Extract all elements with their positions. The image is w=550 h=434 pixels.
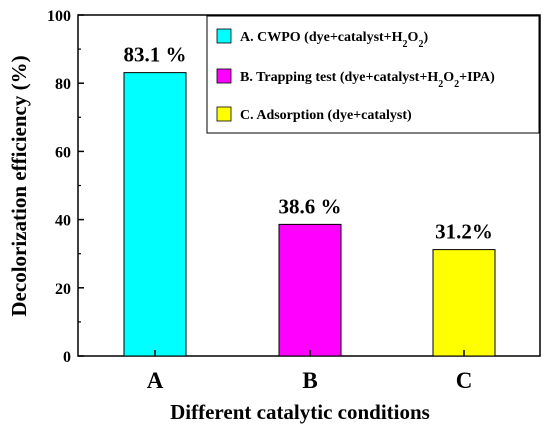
y-tick-label: 60 [55, 144, 71, 161]
legend-label: C. Adsorption (dye+catalyst) [240, 108, 412, 123]
data-label-A: 83.1 % [124, 43, 187, 67]
x-axis-title: Different catalytic conditions [170, 400, 430, 424]
legend: A. CWPO (dye+catalyst+H2O2) B. Trapping t… [206, 15, 540, 134]
bar-B [278, 223, 342, 357]
bars [123, 72, 496, 357]
y-tick-label: 100 [47, 8, 71, 25]
legend-swatch [216, 68, 232, 84]
data-label-B: 38.6 % [279, 194, 342, 218]
x-tick-label: A [147, 368, 164, 393]
legend-label: A. CWPO (dye+catalyst+H2O2) [240, 30, 428, 50]
y-tick-label: 0 [63, 349, 71, 366]
legend-box [206, 15, 540, 134]
bar-A [123, 72, 187, 357]
legend-swatch [216, 28, 232, 44]
data-labels: 83.1 % 38.6 % 31.2% [124, 43, 493, 244]
y-axis-title: Decolorization efficiency (%) [7, 55, 31, 316]
data-label-C: 31.2% [435, 220, 493, 244]
legend-label: B. Trapping test (dye+catalyst+H2O2+IPA) [240, 70, 495, 90]
x-tick-label: C [456, 368, 473, 393]
y-tick-label: 80 [55, 76, 71, 93]
y-tick-label: 40 [55, 213, 71, 230]
bar-C [432, 249, 496, 357]
x-axis-ticks: A B C [147, 350, 473, 393]
x-tick-label: B [302, 368, 317, 393]
y-tick-label: 20 [55, 281, 71, 298]
legend-swatch [216, 106, 232, 122]
y-axis-ticks: 0 20 40 60 80 100 [47, 8, 84, 366]
